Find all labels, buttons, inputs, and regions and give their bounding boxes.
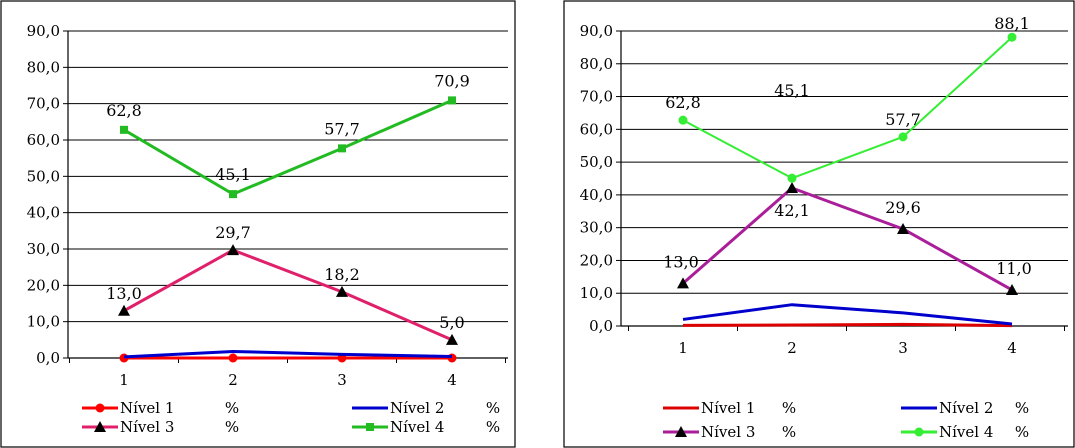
legend-label: Nível 3 [120,418,174,436]
x-tick-label: 1 [119,371,129,389]
data-point [448,96,456,105]
data-point [678,115,688,125]
data-label: 42,1 [774,201,810,220]
data-point [228,353,238,363]
y-tick-label: 0,0 [36,349,60,367]
legend-label: Nível 2 [390,399,444,417]
y-tick-label: 20,0 [580,251,613,269]
legend-label: Nível 4 [939,423,993,441]
series-line-4 [123,99,453,196]
y-tick-label: 60,0 [27,131,60,149]
legend-label: Nível 2 [939,399,993,417]
y-tick-label: 30,0 [580,219,613,237]
y-tick-label: 80,0 [27,58,60,76]
x-tick-label: 3 [337,371,347,389]
legend-unit: % [486,399,500,417]
data-point [787,173,797,183]
chart-left-panel: 0,0 10,0 20,0 30,0 40,0 50,0 60,0 70,0 80,0 90,0 1… [0,0,516,448]
y-tick-label: 70,0 [580,88,613,106]
y-tick-label: 20,0 [27,276,60,294]
chart-right-panel: 0,0 10,0 20,0 30,0 40,0 50,0 60,0 70,0 80,0 90,0 1… [563,0,1075,448]
data-point [120,125,128,134]
series-line-1 [682,322,1013,328]
legend-unit: % [1015,399,1029,417]
data-label: 29,6 [885,198,921,217]
series-line-3 [123,248,453,342]
legend-unit: % [486,418,500,436]
chart-right: 0,0 10,0 20,0 30,0 40,0 50,0 60,0 70,0 80,0 90,0 1… [563,0,1075,448]
data-label: 45,1 [774,81,810,100]
y-tick-label: 70,0 [27,95,60,113]
legend-label: Nível 1 [120,399,174,417]
chart-frame [0,0,516,448]
y-tick-label: 40,0 [580,186,613,204]
series-line-4 [682,36,1013,180]
data-label: 57,7 [885,110,921,129]
data-label: 29,7 [215,223,251,242]
data-point [336,285,348,297]
data-point [786,182,798,194]
y-tick-label: 0,0 [589,317,613,335]
y-tick-label: 50,0 [580,153,613,171]
data-label: 70,9 [434,71,470,90]
y-tick-label: 90,0 [580,22,613,40]
data-label: 5,0 [439,313,464,332]
y-tick-label: 90,0 [27,22,60,40]
series-line-2 [123,349,453,359]
y-tick-label: 10,0 [27,313,60,331]
data-point [447,353,457,363]
series-line-2 [682,303,1013,326]
data-label: 45,1 [215,165,251,184]
data-point [446,333,458,345]
legend-unit: % [782,423,796,441]
data-point [118,304,130,316]
data-label: 57,7 [324,119,360,138]
x-tick-label: 4 [447,371,457,389]
data-point [897,222,909,234]
legend-marker [95,403,105,413]
data-point [229,190,237,199]
x-tick-label: 1 [678,339,688,357]
legend-label: Nível 1 [701,399,755,417]
legend-unit: % [1015,423,1029,441]
data-label: 11,0 [996,259,1032,278]
y-tick-label: 80,0 [580,55,613,73]
legend-marker [366,423,374,431]
legend-label: Nível 3 [701,423,755,441]
legend-marker [94,421,106,432]
y-tick-label: 50,0 [27,167,60,185]
x-tick-label: 2 [787,339,797,357]
data-label: 88,1 [994,14,1030,33]
x-tick-label: 3 [898,339,908,357]
series-line-3 [682,186,1013,292]
data-point [1006,283,1018,295]
legend-label: Nível 4 [390,418,444,436]
data-label: 62,8 [106,101,142,120]
legend-unit: % [225,399,239,417]
data-point [898,132,908,142]
data-point [1007,32,1017,42]
data-point [227,244,239,256]
x-tick-label: 4 [1007,339,1017,357]
chart-frame [563,0,1075,448]
x-tick-label: 2 [228,371,238,389]
legend-marker [675,426,687,437]
data-point [677,277,689,289]
data-label: 13,0 [106,284,142,303]
legend-marker [914,427,924,437]
legend-unit: % [225,418,239,436]
y-tick-label: 40,0 [27,204,60,222]
data-point [338,144,346,153]
y-tick-label: 10,0 [580,284,613,302]
legend-unit: % [782,399,796,417]
data-label: 13,0 [663,252,699,271]
y-tick-label: 60,0 [580,120,613,138]
data-label: 62,8 [665,93,701,112]
y-tick-label: 30,0 [27,240,60,258]
chart-left: 0,0 10,0 20,0 30,0 40,0 50,0 60,0 70,0 80,0 90,0 1… [0,0,516,448]
data-label: 18,2 [324,265,360,284]
